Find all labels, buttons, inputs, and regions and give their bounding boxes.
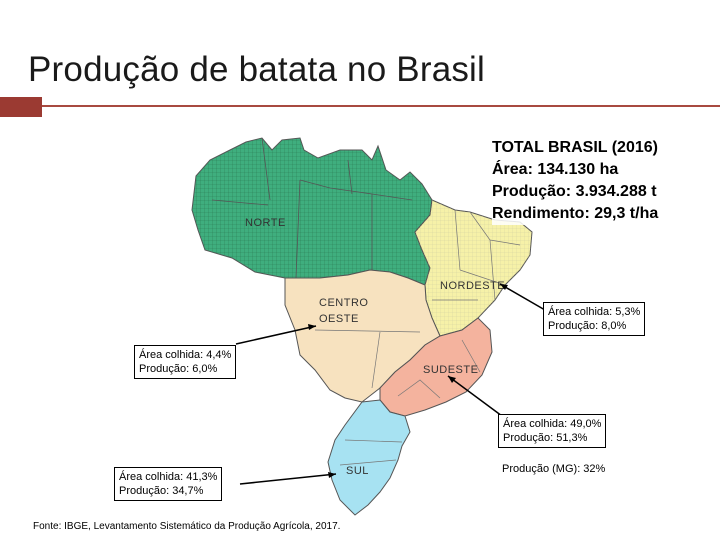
- totals-heading: TOTAL BRASIL (2016): [492, 139, 658, 156]
- label-sul: SUL: [346, 465, 369, 477]
- region-sudeste: [379, 317, 493, 417]
- label-sudeste: SUDESTE: [423, 364, 478, 376]
- page-title: Produção de batata no Brasil: [28, 50, 486, 89]
- label-nordeste: NORDESTE: [440, 280, 505, 292]
- label-centro-oeste-line1: CENTRO: [319, 297, 368, 309]
- label-centro-oeste-line2: OESTE: [319, 313, 359, 325]
- callout-line-centro-oeste: [235, 325, 317, 345]
- region-norte: [191, 137, 433, 286]
- arrowhead-nordeste: [500, 284, 508, 290]
- sudeste-area: Área colhida: 49,0%: [503, 418, 602, 430]
- arrowhead-centro-oeste: [308, 324, 316, 330]
- source-note: Fonte: IBGE, Levantamento Sistemático da…: [33, 521, 341, 532]
- sul-production: Produção: 34,7%: [119, 485, 204, 497]
- totals-production: Produção: 3.934.288 t: [492, 183, 657, 200]
- stats-box-sudeste: Área colhida: 49,0% Produção: 51,3%: [498, 414, 607, 448]
- title-accent-square: [0, 97, 42, 117]
- region-nordeste: [414, 199, 533, 337]
- label-norte: NORTE: [245, 217, 286, 229]
- totals-yield: Rendimento: 29,3 t/ha: [492, 205, 659, 222]
- nordeste-area: Área colhida: 5,3%: [548, 306, 641, 318]
- centro-oeste-production: Produção: 6,0%: [139, 363, 218, 375]
- callout-lines: [235, 283, 546, 485]
- title-divider: [0, 97, 720, 117]
- callout-line-sudeste: [447, 375, 503, 417]
- region-sul: [327, 399, 411, 516]
- region-sul-shape: [327, 399, 411, 516]
- callout-line-nordeste: [499, 283, 546, 311]
- nordeste-production: Produção: 8,0%: [548, 320, 627, 332]
- sudeste-mg-note: Produção (MG): 32%: [502, 463, 606, 475]
- arrowhead-sudeste: [448, 376, 456, 383]
- stats-box-nordeste: Área colhida: 5,3% Produção: 8,0%: [543, 302, 646, 336]
- callout-arrowheads: [308, 284, 508, 478]
- brazil-totals: TOTAL BRASIL (2016) Área: 134.130 ha Pro…: [492, 137, 659, 225]
- callout-line-sul: [239, 473, 337, 485]
- title-rule-line: [42, 105, 720, 107]
- region-sudeste-shape: [379, 317, 493, 417]
- totals-area: Área: 134.130 ha: [492, 161, 619, 178]
- sudeste-production: Produção: 51,3%: [503, 432, 588, 444]
- arrowhead-sul: [328, 472, 336, 478]
- stats-box-sul: Área colhida: 41,3% Produção: 34,7%: [114, 467, 223, 501]
- centro-oeste-area: Área colhida: 4,4%: [139, 349, 232, 361]
- stats-box-centro-oeste: Área colhida: 4,4% Produção: 6,0%: [134, 345, 237, 379]
- sul-area: Área colhida: 41,3%: [119, 471, 218, 483]
